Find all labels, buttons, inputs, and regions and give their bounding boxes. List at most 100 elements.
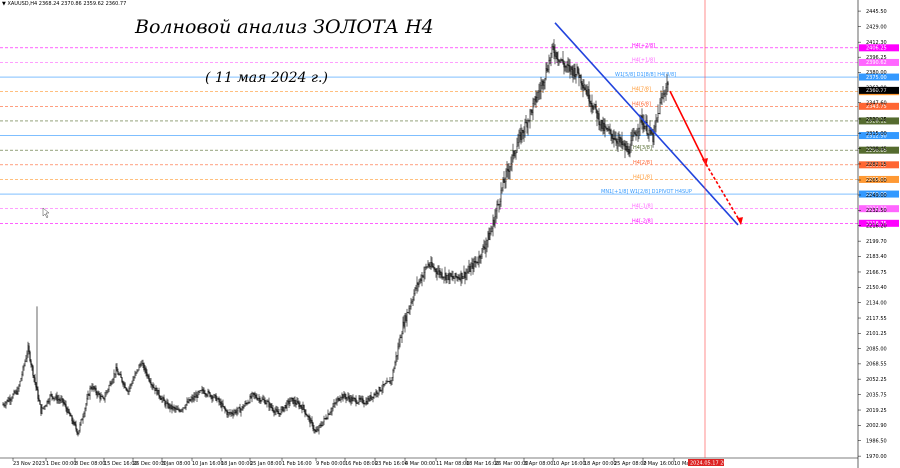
candle-body [56,395,58,401]
candle-body [145,367,147,373]
candle-body [534,96,536,100]
candle-body [21,374,23,379]
candle-body [286,401,288,409]
x-tick-label: 26 Dec 00:00 [133,461,167,467]
candle-body [574,67,576,77]
candle-body [619,137,621,143]
candle-body [76,428,78,434]
candle-body [321,425,323,427]
candle-body [272,408,274,412]
mouse-cursor-icon [42,207,50,219]
candle-body [398,344,400,348]
candle-body [407,312,409,313]
forecast-line [669,90,707,165]
candle-body [130,384,132,386]
candle-body [333,403,335,407]
candle-body [392,370,394,379]
candle-body [313,428,315,431]
candle-body [494,215,496,226]
candle-body [434,268,436,270]
candle-body [46,400,48,406]
x-tick-label: 15 Dec 16:00 [104,461,138,467]
candle-body [499,201,501,206]
candle-body [523,131,525,134]
candle-body [61,398,63,400]
candle-body [164,400,166,406]
candle-body [616,140,618,144]
candle-body [166,402,168,404]
candle-body [627,149,629,152]
candle-body [633,132,635,136]
candle-body [156,388,158,395]
candle-body [659,102,661,114]
candle-body [666,82,668,88]
candle-body [127,390,129,392]
candle-body [436,271,438,275]
candle-body [449,273,451,281]
candle-body [252,392,254,394]
candle-body [446,275,448,280]
candle-body [464,271,466,278]
candle-body [266,401,268,404]
candle-body [430,262,432,267]
candle-body [122,381,124,385]
candle-body [487,232,489,241]
candle-body [161,398,163,400]
candle-body [275,409,277,412]
level-price-tag-label: 2328.12 [866,119,887,125]
candle-body [79,424,81,431]
candle-body [277,411,279,415]
y-tick-label: 2412.30 [866,40,887,46]
candle-body [281,406,283,410]
candle-body [602,122,604,129]
candle-body [125,387,127,390]
candle-body [572,69,574,76]
candle-body [378,387,380,394]
level-price-tag-label: 2218.75 [866,221,887,227]
candle-body [315,429,317,432]
candle-body [305,413,307,415]
candle-body [228,412,230,414]
candle-body [403,321,405,327]
candle-body [233,412,235,415]
y-tick-label: 2019.25 [866,408,887,414]
candle-body [95,387,97,393]
candle-body [6,399,8,403]
candle-body [564,66,566,68]
candle-body [121,377,123,382]
candle-body [567,64,569,66]
candle-body [389,380,391,384]
candle-body [338,397,340,401]
candle-body [259,398,261,402]
candle-body [225,409,227,412]
candle-body [140,364,142,366]
candle-body [331,408,333,412]
candle-body [64,403,66,405]
candle-body [146,372,148,377]
y-tick-label: 1986.50 [866,438,887,444]
candle-body [297,401,299,404]
candle-body [594,104,596,107]
candle-body [126,389,128,392]
candle-body [654,125,656,129]
candle-body [559,59,561,62]
candle-body [163,397,165,401]
level-price-tag [859,175,899,183]
symbol-header: ▼ XAUUSD,H4 2368.24 2370.86 2359.62 2360… [2,1,126,7]
candle-body [360,398,362,400]
candle-body [16,390,18,395]
candle-body [466,272,468,274]
candle-body [160,398,162,400]
candle-body [8,398,10,402]
candle-body [268,401,270,408]
candle-body [643,122,645,130]
candle-body [374,394,376,395]
candle-body [86,398,88,405]
candle-body [493,219,495,226]
candle-body [265,403,267,405]
candle-body [595,104,597,111]
candle-body [355,398,357,404]
candle-body [170,404,172,409]
candle-body [354,398,356,400]
level-price-tag-label: 2406.25 [866,46,887,52]
